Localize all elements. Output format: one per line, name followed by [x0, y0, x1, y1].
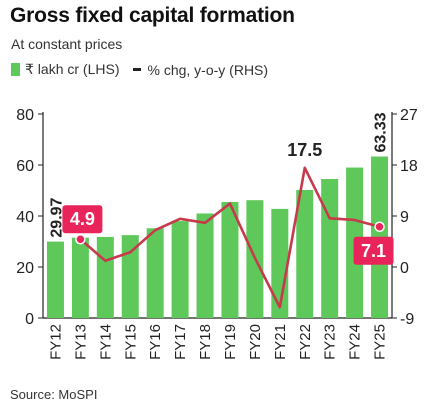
bar: [171, 221, 189, 318]
x-axis-tick-label: FY18: [197, 324, 214, 360]
x-axis-tick-label: FY12: [47, 324, 64, 360]
x-axis-tick-label: FY19: [222, 324, 239, 360]
legend-bar-label: ₹ lakh cr (LHS): [25, 61, 120, 77]
bar: [221, 201, 239, 318]
right-axis-tick-label: 18: [400, 158, 418, 175]
bar: [96, 236, 114, 318]
chart-subtitle: At constant prices: [11, 36, 123, 52]
legend-line-swatch: [133, 68, 142, 71]
bar: [296, 189, 314, 318]
left-axis-tick-label: 20: [16, 260, 34, 277]
x-axis-tick-label: FY21: [272, 324, 289, 360]
callout-box: [353, 236, 394, 265]
x-axis-tick-label: FY22: [297, 324, 314, 360]
series-line: [79, 166, 380, 309]
x-axis-tick-label: FY24: [347, 324, 364, 360]
left-axis-tick-label: 60: [16, 158, 34, 175]
x-axis-tick-label: FY14: [97, 324, 114, 360]
right-axis-tick-label: 0: [400, 260, 409, 277]
callout-marker: [374, 221, 385, 233]
source-note: Source: MoSPI: [10, 387, 98, 402]
bar: [196, 213, 214, 318]
x-axis-tick-label: FY13: [72, 324, 89, 360]
line-data-label: 17.5: [287, 140, 322, 160]
callout-label: 7.1: [361, 241, 386, 261]
x-axis-tick-label: FY20: [247, 324, 264, 360]
bar: [71, 237, 89, 318]
x-axis-tick-label: FY25: [372, 324, 389, 360]
legend-bar-swatch: [11, 63, 20, 76]
bar: [321, 179, 339, 318]
bar: [46, 241, 64, 318]
bar-data-label: 63.33: [373, 112, 390, 152]
legend: ₹ lakh cr (LHS) % chg, y-o-y (RHS): [11, 61, 268, 78]
chart-title: Gross fixed capital formation: [10, 4, 295, 27]
bar-data-label: 29.97: [48, 197, 65, 237]
left-axis-tick-label: 0: [25, 311, 34, 328]
x-axis-tick-label: FY16: [147, 324, 164, 360]
x-axis-tick-label: FY23: [322, 324, 339, 360]
right-axis-tick-label: 27: [400, 107, 418, 124]
legend-line-label: % chg, y-o-y (RHS): [147, 61, 269, 78]
left-axis-tick-label: 40: [16, 209, 34, 226]
right-axis-tick-label: 9: [400, 209, 409, 226]
left-axis-tick-label: 80: [16, 107, 34, 124]
bar: [146, 228, 164, 318]
right-axis-tick-label: -9: [400, 311, 414, 328]
x-axis-tick-label: FY15: [122, 324, 139, 360]
x-axis-tick-label: FY17: [172, 324, 189, 360]
callout-label: 4.9: [70, 209, 95, 229]
callout-marker: [75, 233, 86, 245]
bar: [121, 235, 139, 318]
callout-box: [62, 205, 103, 234]
